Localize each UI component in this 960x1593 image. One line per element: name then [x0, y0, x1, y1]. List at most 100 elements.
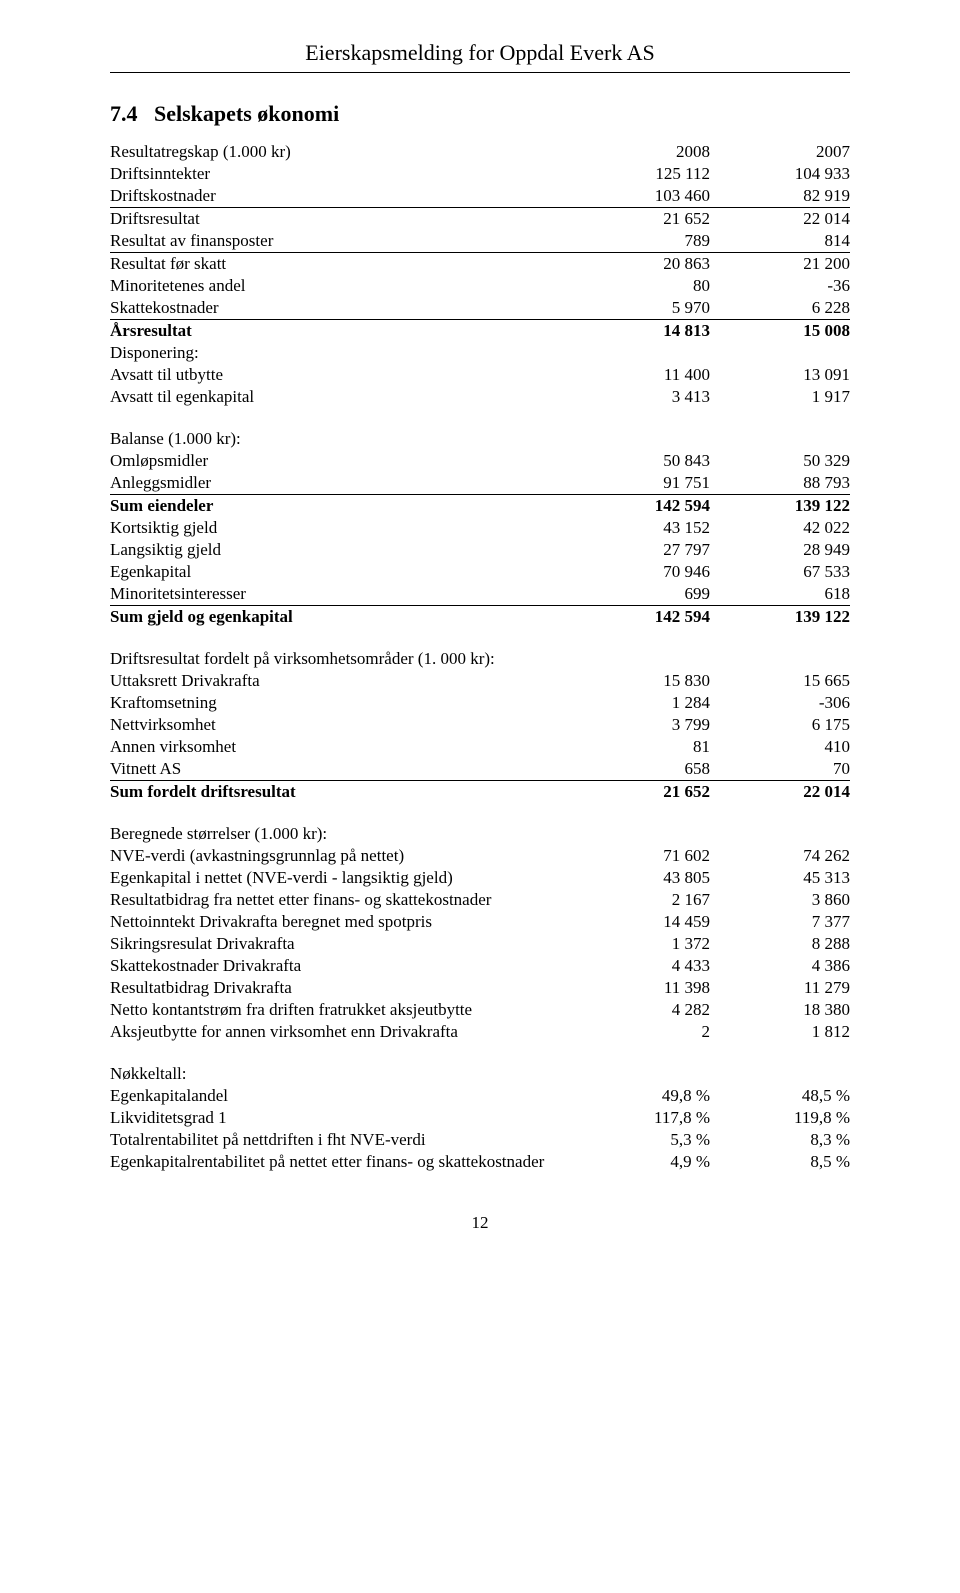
table-row: Nettoinntekt Drivakrafta beregnet med sp…: [110, 911, 850, 933]
row-label: Totalrentabilitet på nettdriften i fht N…: [110, 1129, 600, 1151]
row-value-2: 15 008: [710, 320, 850, 343]
row-label: Egenkapital i nettet (NVE-verdi - langsi…: [110, 867, 600, 889]
row-value-1: 2: [600, 1021, 710, 1043]
row-label: Netto kontantstrøm fra driften fratrukke…: [110, 999, 600, 1021]
row-value-1: 1 372: [600, 933, 710, 955]
row-label: Nettvirksomhet: [110, 714, 600, 736]
table-row: Egenkapital i nettet (NVE-verdi - langsi…: [110, 867, 850, 889]
row-label: Disponering:: [110, 342, 600, 364]
row-value-1: 5 970: [600, 297, 710, 320]
row-value-1: 91 751: [600, 472, 710, 495]
section-heading: 7.4 Selskapets økonomi: [110, 101, 850, 127]
row-value-1: 11 400: [600, 364, 710, 386]
table-row: Årsresultat14 81315 008: [110, 320, 850, 343]
row-value-2: 618: [710, 583, 850, 606]
row-value-2: 15 665: [710, 670, 850, 692]
row-value-2: 50 329: [710, 450, 850, 472]
row-value-1: 81: [600, 736, 710, 758]
row-label: Kortsiktig gjeld: [110, 517, 600, 539]
row-value-2: 22 014: [710, 781, 850, 804]
row-value-1: 71 602: [600, 845, 710, 867]
row-value-1: 43 805: [600, 867, 710, 889]
row-label: Skattekostnader: [110, 297, 600, 320]
row-value-2: 104 933: [710, 163, 850, 185]
row-value-2: 814: [710, 230, 850, 253]
driftsresultat-table: Driftsresultat fordelt på virksomhetsomr…: [110, 648, 850, 803]
row-value-1: 699: [600, 583, 710, 606]
table-row: Egenkapitalrentabilitet på nettet etter …: [110, 1151, 850, 1173]
row-value-2: 22 014: [710, 208, 850, 231]
row-value-1: 14 459: [600, 911, 710, 933]
row-label: Driftskostnader: [110, 185, 600, 208]
row-value-1: 50 843: [600, 450, 710, 472]
row-label: Minoritetsinteresser: [110, 583, 600, 606]
resultat-table: Resultatregskap (1.000 kr) 2008 2007 Dri…: [110, 141, 850, 408]
row-value-2: 70: [710, 758, 850, 781]
row-label: Resultatbidrag fra nettet etter finans- …: [110, 889, 600, 911]
row-value-1: 49,8 %: [600, 1085, 710, 1107]
row-value-2: 8 288: [710, 933, 850, 955]
table-row: Netto kontantstrøm fra driften fratrukke…: [110, 999, 850, 1021]
row-value-1: 20 863: [600, 253, 710, 276]
row-value-1: 1 284: [600, 692, 710, 714]
row-value-1: 2 167: [600, 889, 710, 911]
row-label: Resultat før skatt: [110, 253, 600, 276]
section-title: Selskapets økonomi: [154, 101, 339, 126]
table-row: Resultat av finansposter789814: [110, 230, 850, 253]
page-number: 12: [110, 1213, 850, 1233]
resultat-caption: Resultatregskap (1.000 kr): [110, 141, 600, 163]
table-row: Disponering:: [110, 342, 850, 364]
page: Eierskapsmelding for Oppdal Everk AS 7.4…: [0, 0, 960, 1273]
row-value-1: 142 594: [600, 606, 710, 629]
table-row: Likviditetsgrad 1117,8 %119,8 %: [110, 1107, 850, 1129]
table-row: Anleggsmidler91 75188 793: [110, 472, 850, 495]
row-value-1: 4,9 %: [600, 1151, 710, 1173]
table-row: Driftsinntekter125 112104 933: [110, 163, 850, 185]
row-value-2: 119,8 %: [710, 1107, 850, 1129]
row-label: Langsiktig gjeld: [110, 539, 600, 561]
table-row: Skattekostnader Drivakrafta4 4334 386: [110, 955, 850, 977]
row-label: Avsatt til egenkapital: [110, 386, 600, 408]
table-row: Avsatt til egenkapital3 4131 917: [110, 386, 850, 408]
row-value-2: 88 793: [710, 472, 850, 495]
table-row: Avsatt til utbytte11 40013 091: [110, 364, 850, 386]
row-value-2: 48,5 %: [710, 1085, 850, 1107]
row-label: Skattekostnader Drivakrafta: [110, 955, 600, 977]
row-value-2: 45 313: [710, 867, 850, 889]
table-row: Omløpsmidler50 84350 329: [110, 450, 850, 472]
table-row: Sum fordelt driftsresultat21 65222 014: [110, 781, 850, 804]
row-label: Omløpsmidler: [110, 450, 600, 472]
table-row: Driftsresultat21 65222 014: [110, 208, 850, 231]
table-row: Resultat før skatt20 86321 200: [110, 253, 850, 276]
table-row: Kortsiktig gjeld43 15242 022: [110, 517, 850, 539]
row-value-2: 3 860: [710, 889, 850, 911]
row-label: Avsatt til utbytte: [110, 364, 600, 386]
row-label: Egenkapital: [110, 561, 600, 583]
table-row: Minoritetenes andel80-36: [110, 275, 850, 297]
row-value-2: 18 380: [710, 999, 850, 1021]
row-value-1: 3 413: [600, 386, 710, 408]
row-value-1: 5,3 %: [600, 1129, 710, 1151]
row-value-2: 6 228: [710, 297, 850, 320]
year-col-1: 2008: [600, 141, 710, 163]
table-row: Annen virksomhet81410: [110, 736, 850, 758]
nokkeltall-caption: Nøkkeltall:: [110, 1063, 850, 1085]
row-value-2: 1 812: [710, 1021, 850, 1043]
row-value-2: 8,3 %: [710, 1129, 850, 1151]
row-value-2: 1 917: [710, 386, 850, 408]
row-label: Resultat av finansposter: [110, 230, 600, 253]
row-value-1: 80: [600, 275, 710, 297]
row-value-2: 74 262: [710, 845, 850, 867]
beregnede-caption: Beregnede størrelser (1.000 kr):: [110, 823, 850, 845]
row-value-1: 27 797: [600, 539, 710, 561]
row-value-1: 11 398: [600, 977, 710, 999]
table-row: Langsiktig gjeld27 79728 949: [110, 539, 850, 561]
row-label: Anleggsmidler: [110, 472, 600, 495]
table-row: NVE-verdi (avkastningsgrunnlag på nettet…: [110, 845, 850, 867]
row-value-1: 789: [600, 230, 710, 253]
row-value-1: 70 946: [600, 561, 710, 583]
row-value-2: 13 091: [710, 364, 850, 386]
row-label: Uttaksrett Drivakrafta: [110, 670, 600, 692]
table-row: Vitnett AS65870: [110, 758, 850, 781]
row-label: Egenkapitalandel: [110, 1085, 600, 1107]
